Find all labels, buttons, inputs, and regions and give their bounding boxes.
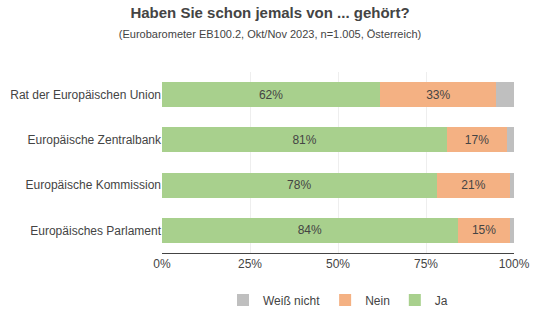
svg-text:100%: 100% (499, 257, 530, 271)
svg-text:Nein: Nein (365, 294, 390, 308)
svg-text:25%: 25% (238, 257, 262, 271)
svg-text:75%: 75% (414, 257, 438, 271)
svg-text:Ja: Ja (435, 294, 448, 308)
svg-text:78%: 78% (287, 178, 311, 192)
svg-text:Europäische Zentralbank: Europäische Zentralbank (28, 133, 162, 147)
svg-text:15%: 15% (472, 223, 496, 237)
svg-text:50%: 50% (326, 257, 350, 271)
svg-text:17%: 17% (465, 133, 489, 147)
svg-text:84%: 84% (298, 223, 322, 237)
svg-text:Rat der Europäischen Union: Rat der Europäischen Union (10, 88, 161, 102)
svg-text:Europäische Kommission: Europäische Kommission (26, 178, 161, 192)
svg-text:62%: 62% (259, 88, 283, 102)
svg-text:Europäisches Parlament: Europäisches Parlament (30, 224, 161, 238)
svg-text:Weiß nicht: Weiß nicht (263, 294, 320, 308)
svg-text:21%: 21% (461, 178, 485, 192)
svg-text:Haben Sie schon jemals von ...: Haben Sie schon jemals von ... gehört?(E… (119, 4, 421, 40)
svg-text:81%: 81% (292, 133, 316, 147)
svg-text:0%: 0% (153, 257, 171, 271)
svg-text:33%: 33% (426, 88, 450, 102)
